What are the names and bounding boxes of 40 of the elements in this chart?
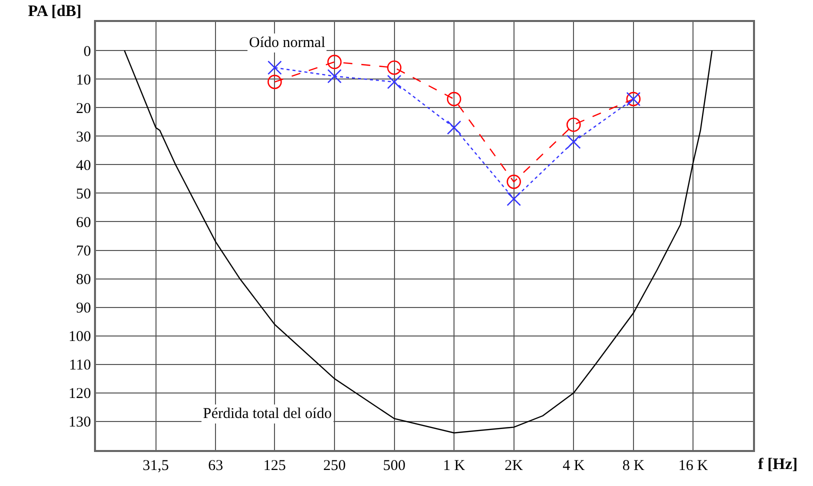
x-tick-label: 2K [504,458,524,474]
y-tick-label: 10 [76,72,91,88]
point [268,74,282,90]
point [268,60,282,75]
x-tick-label: 8 K [622,458,645,474]
x-tick-label: 63 [208,458,224,474]
y-tick-label: 90 [76,300,91,317]
x-tick-label: 16 K [678,458,708,474]
y-tick-label: 30 [76,129,91,146]
point [506,192,521,206]
point [566,118,581,132]
point [387,60,402,75]
point [387,74,402,90]
point [327,69,342,84]
point [566,134,581,149]
point [327,54,342,70]
x-tick-label: 31,5 [142,458,169,474]
y-tick-label: 40 [76,158,91,174]
x-tick-label: 125 [263,458,286,474]
x-tick-label: 500 [383,458,406,474]
y-tick-label: 110 [69,358,91,374]
point [446,120,462,135]
annotation: Pérdida total del oído [203,406,332,422]
x-tick-label: 250 [323,458,346,474]
point [506,174,521,189]
x-tick-label: 1 K [443,458,466,474]
y-tick-label: 100 [68,329,91,346]
y-tick-label: 60 [76,214,91,231]
y-axis-title: PA [dB] [28,3,82,20]
y-tick-label: 70 [76,244,91,260]
point [446,92,462,106]
x-tick-label: 4 K [562,458,585,474]
y-tick-label: 80 [76,272,91,288]
x-axis-title: f [Hz] [758,456,798,473]
y-tick-label: 50 [76,186,91,202]
y-tick-label: 0 [84,44,91,60]
y-tick-label: 20 [76,100,91,117]
y-tick-label: 120 [68,386,91,402]
annotation: Oído normal [249,35,326,51]
y-tick-label: 130 [68,414,91,431]
